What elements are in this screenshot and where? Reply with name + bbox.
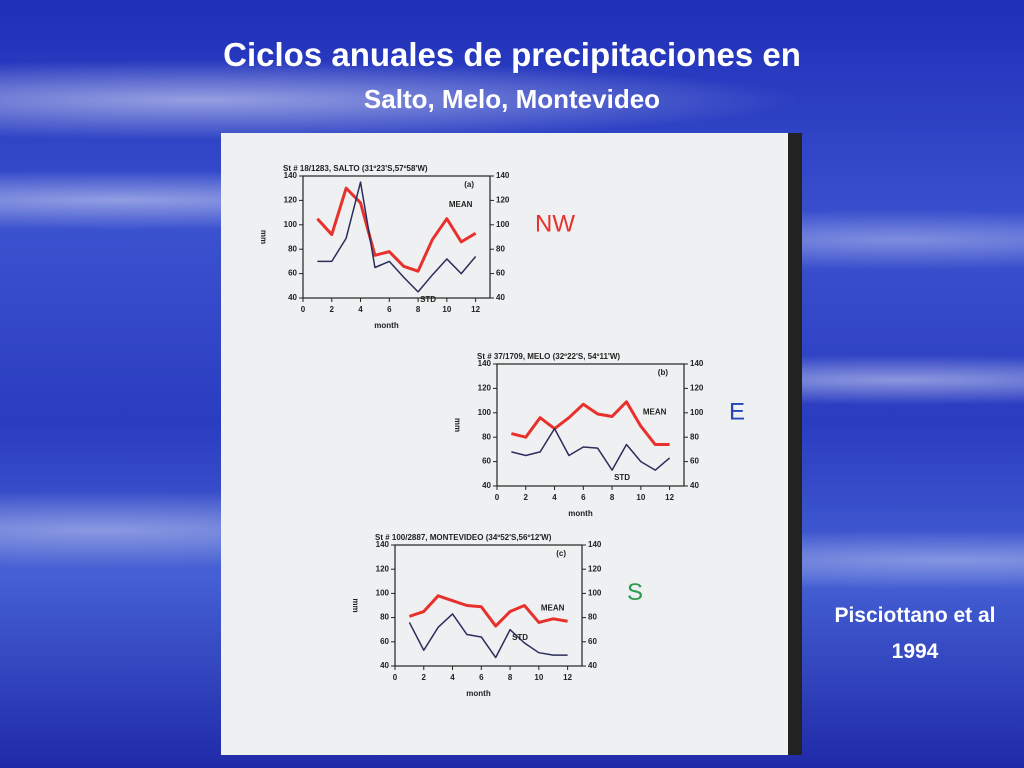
x-tick-label: 4 (552, 493, 557, 502)
y-axis-label: mm (351, 598, 360, 612)
x-tick-label: 2 (422, 673, 427, 682)
y2-tick-label: 40 (588, 661, 597, 670)
x-tick-label: 12 (471, 305, 480, 314)
series-label: MEAN (643, 407, 667, 416)
y-tick-label: 40 (482, 481, 491, 490)
y-tick-label: 80 (380, 613, 389, 622)
y2-tick-label: 60 (496, 269, 505, 278)
series-label: STD (512, 633, 528, 642)
x-tick-label: 8 (416, 305, 421, 314)
series-line (316, 186, 477, 273)
paper (221, 133, 791, 755)
annotation: NW (535, 210, 575, 237)
y2-tick-label: 120 (588, 564, 602, 573)
x-tick-label: 2 (330, 305, 335, 314)
x-tick-label: 2 (524, 493, 529, 502)
y-tick-label: 140 (376, 540, 390, 549)
chart-title: St # 18/1283, SALTO (31º23'S,57º58'W) (283, 164, 428, 173)
x-tick-label: 8 (508, 673, 513, 682)
series-line (511, 400, 670, 447)
y-tick-label: 40 (380, 661, 389, 670)
y-axis-label: mm (453, 418, 462, 432)
annotation: S (627, 579, 643, 606)
x-tick-label: 6 (479, 673, 484, 682)
series-line (511, 427, 671, 471)
y2-tick-label: 40 (690, 481, 699, 490)
y2-tick-label: 100 (496, 220, 510, 229)
x-tick-label: 0 (495, 493, 500, 502)
series-label: STD (420, 295, 436, 304)
y-tick-label: 60 (482, 457, 491, 466)
x-tick-label: 6 (581, 493, 586, 502)
y-tick-label: 60 (380, 637, 389, 646)
y-tick-label: 60 (288, 269, 297, 278)
y-tick-label: 140 (478, 359, 492, 368)
x-tick-label: 10 (534, 673, 543, 682)
x-tick-label: 8 (610, 493, 615, 502)
x-tick-label: 12 (563, 673, 572, 682)
y-tick-label: 80 (288, 244, 297, 253)
y2-tick-label: 80 (588, 613, 597, 622)
plot-frame (302, 175, 491, 299)
x-tick-label: 10 (442, 305, 451, 314)
y2-tick-label: 140 (690, 359, 704, 368)
credit: 1994 (891, 640, 939, 663)
x-tick-label: 6 (387, 305, 392, 314)
y-tick-label: 100 (284, 220, 298, 229)
y2-tick-label: 140 (496, 171, 510, 180)
plot-frame (496, 363, 685, 487)
y2-tick-label: 60 (588, 637, 597, 646)
y2-tick-label: 120 (690, 384, 704, 393)
y-axis-label: mm (259, 230, 268, 244)
x-tick-label: 0 (393, 673, 398, 682)
y2-tick-label: 60 (690, 457, 699, 466)
chart-title: St # 37/1709, MELO (32º22'S, 54º11'W) (477, 352, 620, 361)
series-label: MEAN (541, 604, 565, 613)
y2-tick-label: 100 (588, 589, 602, 598)
x-axis-label: month (568, 509, 593, 518)
y2-tick-label: 40 (496, 293, 505, 302)
y-tick-label: 40 (288, 293, 297, 302)
annotation: E (729, 398, 745, 425)
y2-tick-label: 80 (690, 432, 699, 441)
slide-subtitle: Salto, Melo, Montevideo (363, 84, 661, 114)
x-axis-label: month (374, 321, 399, 330)
series-label: STD (614, 473, 630, 482)
plot-frame (394, 544, 583, 667)
y-tick-label: 80 (482, 432, 491, 441)
panel-label: (b) (658, 368, 669, 377)
y2-tick-label: 120 (496, 196, 510, 205)
x-tick-label: 4 (358, 305, 363, 314)
series-line (317, 181, 477, 293)
y-tick-label: 100 (376, 589, 390, 598)
panel-label: (a) (464, 180, 474, 189)
y2-tick-label: 140 (588, 540, 602, 549)
y2-tick-label: 80 (496, 244, 505, 253)
series-line (408, 613, 568, 659)
slide-title: Ciclos anuales de precipitaciones en (223, 36, 801, 73)
credit: Pisciottano et al (834, 604, 996, 627)
paper-edge (788, 133, 802, 755)
y-tick-label: 120 (478, 384, 492, 393)
x-tick-label: 4 (450, 673, 455, 682)
x-tick-label: 12 (665, 493, 674, 502)
x-tick-label: 10 (636, 493, 645, 502)
series-label: MEAN (449, 200, 473, 209)
y-tick-label: 140 (284, 171, 298, 180)
y-tick-label: 120 (376, 564, 390, 573)
y-tick-label: 100 (478, 408, 492, 417)
chart-title: St # 100/2887, MONTEVIDEO (34º52'S,56º12… (375, 533, 552, 542)
y2-tick-label: 100 (690, 408, 704, 417)
x-tick-label: 0 (301, 305, 306, 314)
series-line (408, 594, 568, 628)
panel-label: (c) (556, 549, 566, 558)
y-tick-label: 120 (284, 196, 298, 205)
x-axis-label: month (466, 689, 491, 698)
